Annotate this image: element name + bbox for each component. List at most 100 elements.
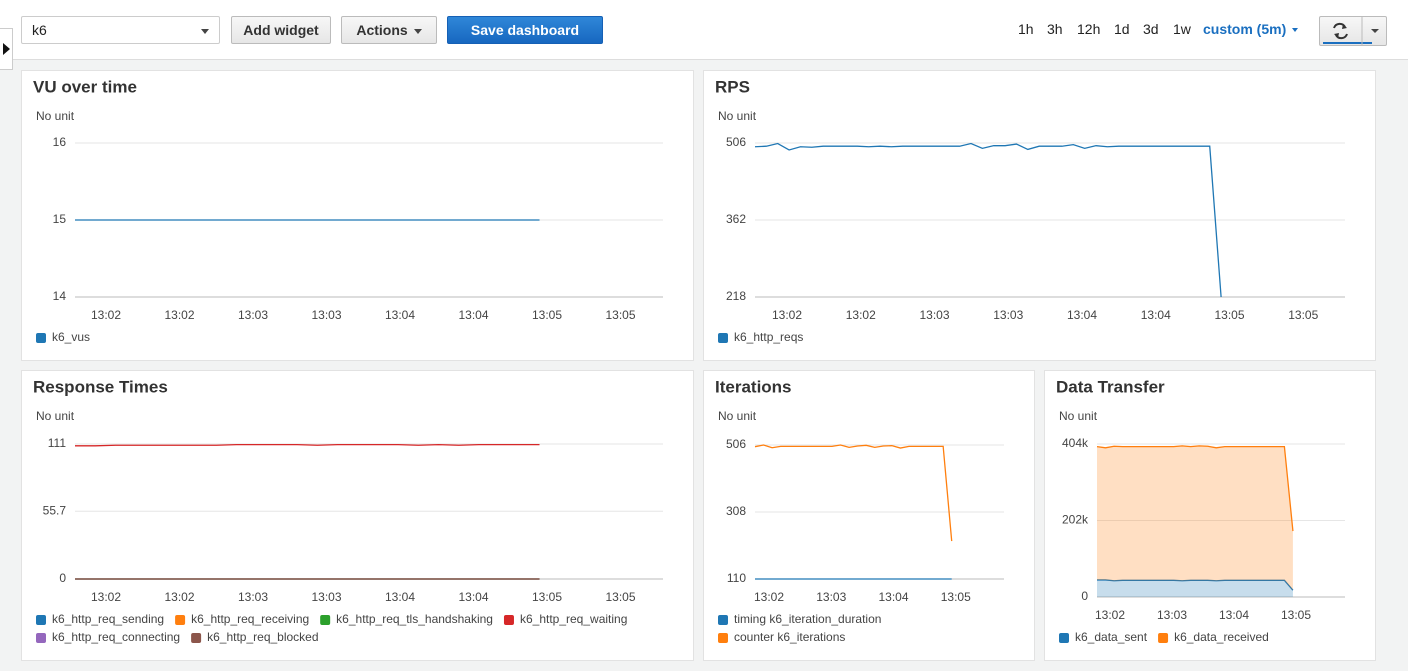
caret <box>1371 29 1379 33</box>
x-tick-label: 13:04 <box>1219 608 1249 622</box>
y-tick-label: 506 <box>726 437 746 451</box>
legend-label: k6_data_sent <box>1075 630 1148 644</box>
x-tick-label: 13:05 <box>605 308 635 322</box>
series-area <box>1097 445 1293 591</box>
x-tick-label: 13:04 <box>458 308 488 322</box>
legend-label: k6_data_received <box>1174 630 1269 644</box>
time-range[interactable]: 1d <box>1114 21 1130 37</box>
time-range[interactable]: 1h <box>1018 21 1034 37</box>
legend-label: k6_http_req_connecting <box>52 630 180 644</box>
arrow-heads <box>1334 24 1347 38</box>
series-line <box>754 142 1222 298</box>
panel-title: Response Times <box>33 377 168 396</box>
x-tick-label: 13:02 <box>754 590 784 604</box>
x-tick-label: 13:02 <box>772 308 802 322</box>
x-tick-label: 13:04 <box>458 590 488 604</box>
caret <box>413 28 422 34</box>
caret <box>201 29 209 34</box>
legend-swatch <box>1158 633 1169 643</box>
x-tick-label: 13:02 <box>91 308 121 322</box>
x-tick-label: 13:05 <box>1281 608 1311 622</box>
refresh-icon <box>1323 17 1379 45</box>
series-line <box>75 443 540 447</box>
x-tick-label: 13:02 <box>164 308 194 322</box>
x-tick-label: 13:05 <box>1288 308 1318 322</box>
side-tab[interactable] <box>0 28 13 70</box>
unit-label: No unit <box>718 109 757 123</box>
panel <box>21 370 694 661</box>
panel <box>703 70 1376 361</box>
series-line <box>754 444 953 542</box>
x-tick-label: 13:04 <box>385 308 415 322</box>
y-tick-label: 362 <box>726 212 746 226</box>
panel-title: Data Transfer <box>1056 377 1165 396</box>
legend-label: timing k6_iteration_duration <box>734 612 881 626</box>
x-tick-label: 13:03 <box>311 308 341 322</box>
series-line <box>1096 445 1294 532</box>
x-tick-label: 13:04 <box>1141 308 1171 322</box>
y-tick-label: 506 <box>726 135 746 149</box>
legend-swatch <box>718 333 728 343</box>
panel <box>21 70 694 361</box>
legend-label: k6_http_req_tls_handshaking <box>336 612 493 626</box>
legend-swatch <box>36 633 46 643</box>
legend-label: k6_http_req_receiving <box>191 612 309 626</box>
panel-title: Iterations <box>715 377 792 396</box>
y-tick-label: 110 <box>727 571 746 585</box>
x-tick-label: 13:05 <box>1214 308 1244 322</box>
refresh-button[interactable] <box>1319 16 1387 46</box>
x-tick-label: 13:03 <box>816 590 846 604</box>
series-area <box>1097 579 1293 597</box>
time-range[interactable]: 3d <box>1143 21 1159 37</box>
x-tick-label: 13:04 <box>878 590 908 604</box>
time-range[interactable]: 12h <box>1077 21 1101 37</box>
select-text: k6 <box>32 22 47 38</box>
x-tick-label: 13:02 <box>164 590 194 604</box>
unit-label: No unit <box>1059 409 1098 423</box>
time-range[interactable]: 1w <box>1173 21 1191 37</box>
x-tick-label: 13:04 <box>1067 308 1097 322</box>
y-tick-label: 15 <box>53 212 67 226</box>
x-tick-label: 13:03 <box>238 590 268 604</box>
legend-label: k6_vus <box>52 330 90 344</box>
x-tick-label: 13:03 <box>919 308 949 322</box>
unit-label: No unit <box>36 409 75 423</box>
y-tick-label: 14 <box>53 289 67 303</box>
add-widget-button[interactable]: Add widget <box>231 16 331 44</box>
x-tick-label: 13:02 <box>1095 608 1125 622</box>
legend-label: k6_http_reqs <box>734 330 803 344</box>
x-tick-label: 13:05 <box>532 308 562 322</box>
toolbar: k6 Add widget Actions Save dashboard 1h … <box>0 0 1408 60</box>
actions-button[interactable]: Actions <box>341 16 437 44</box>
x-tick-label: 13:04 <box>385 590 415 604</box>
custom-range[interactable]: custom (5m) <box>1203 21 1299 37</box>
y-tick-label: 202k <box>1062 513 1089 527</box>
legend-swatch <box>320 615 331 625</box>
unit-label: No unit <box>718 409 757 423</box>
dashboard-select[interactable]: k6 <box>21 16 220 44</box>
x-tick-label: 13:03 <box>1157 608 1187 622</box>
legend-label: k6_http_req_sending <box>52 612 164 626</box>
save-button[interactable]: Save dashboard <box>447 16 603 44</box>
x-tick-label: 13:05 <box>605 590 635 604</box>
x-tick-label: 13:05 <box>532 590 562 604</box>
legend-swatch <box>36 615 46 625</box>
y-tick-label: 16 <box>53 135 67 149</box>
y-tick-label: 0 <box>59 571 66 585</box>
legend-swatch <box>503 615 514 625</box>
panel-title: RPS <box>715 77 750 96</box>
x-tick-label: 13:03 <box>993 308 1023 322</box>
x-tick-label: 13:05 <box>941 590 971 604</box>
y-tick-label: 0 <box>1081 589 1088 603</box>
caret <box>1292 28 1299 33</box>
time-range[interactable]: 3h <box>1047 21 1063 37</box>
unit-label: No unit <box>36 109 75 123</box>
y-tick-label: 404k <box>1062 436 1089 450</box>
y-tick-label: 111 <box>48 436 67 450</box>
x-tick-label: 13:02 <box>91 590 121 604</box>
panel <box>1044 370 1376 661</box>
button-text: Actions <box>356 22 408 38</box>
legend-swatch <box>718 615 728 625</box>
